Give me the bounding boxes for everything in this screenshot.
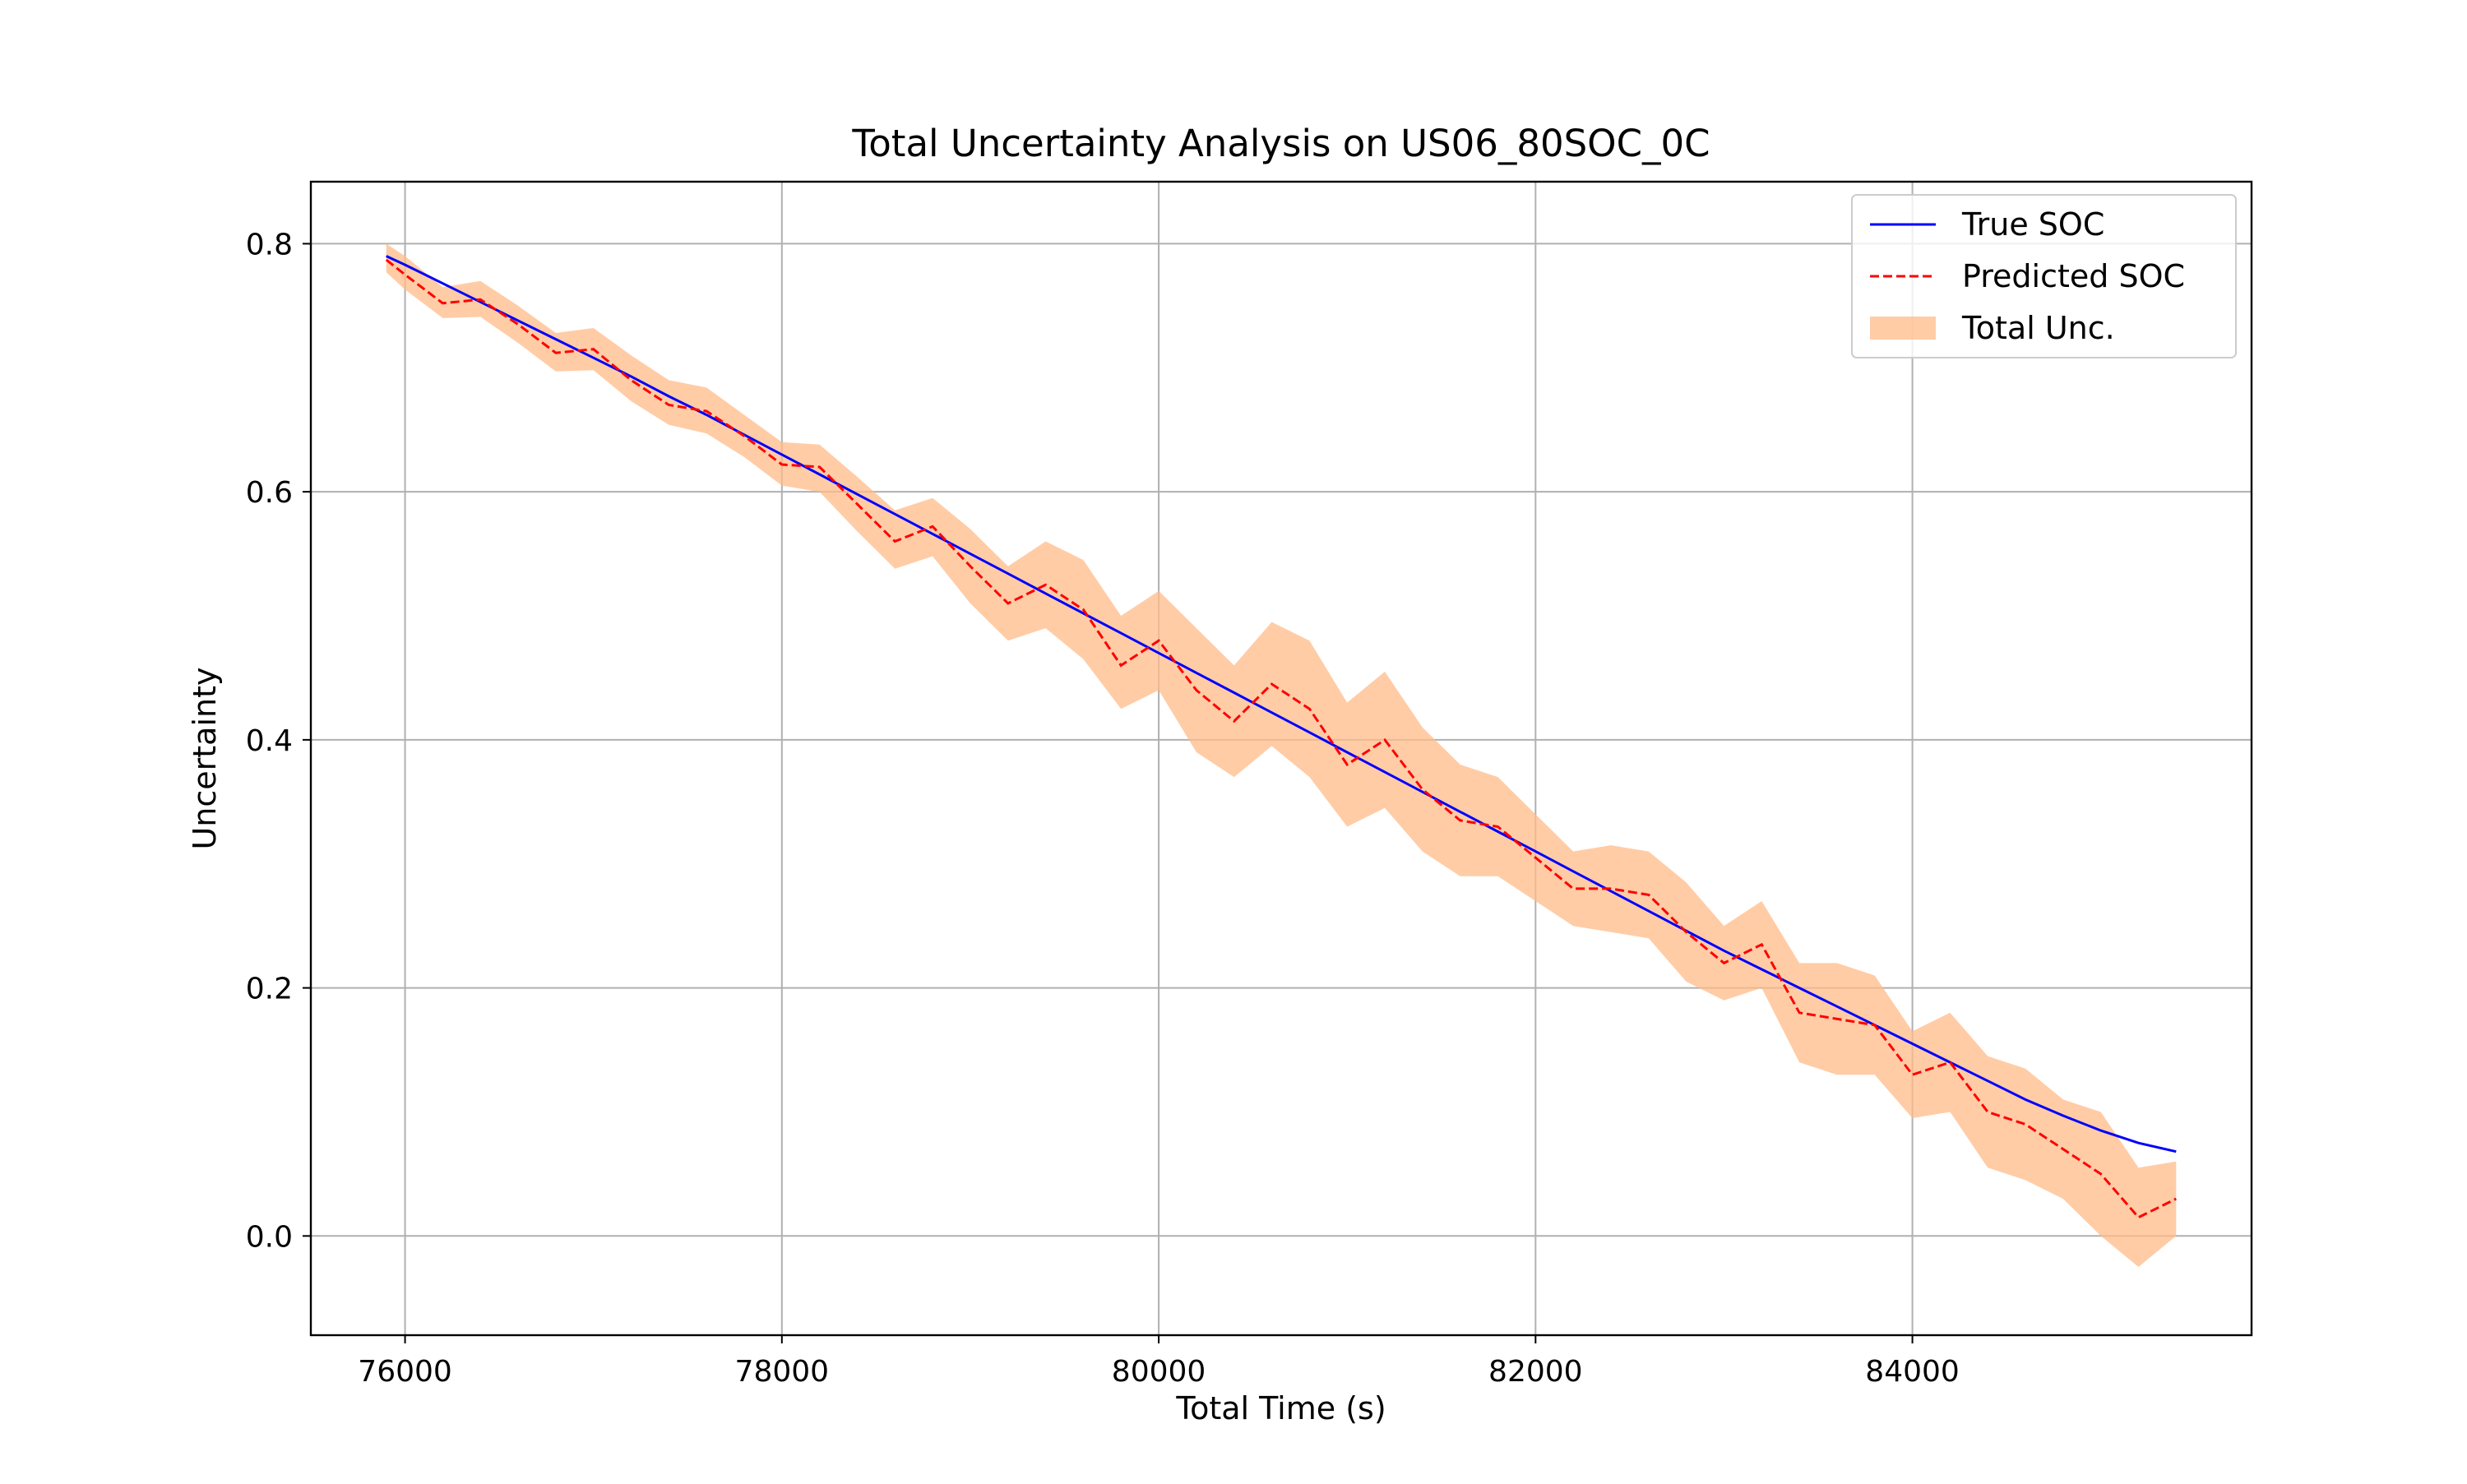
legend: True SOC Predicted SOC Total Unc.	[1851, 194, 2237, 358]
legend-total-unc-swatch	[1870, 317, 1936, 340]
series-line-layer	[385, 255, 2177, 1219]
x-axis-label: Total Time (s)	[1175, 1390, 1386, 1426]
x-tick-label: 84000	[1865, 1355, 1960, 1389]
y-tick-label: 0.6	[246, 476, 293, 510]
legend-true-soc-label: True SOC	[1961, 206, 2104, 243]
legend-predicted-soc-label: Predicted SOC	[1962, 258, 2185, 294]
x-tick-label: 78000	[735, 1355, 830, 1389]
predicted-soc-line	[385, 258, 2177, 1219]
legend-box	[1851, 194, 2237, 358]
chart-title: Total Uncertainty Analysis on US06_80SOC…	[851, 122, 1710, 165]
x-tick-label: 80000	[1112, 1355, 1206, 1389]
plot-frame	[309, 180, 2253, 1337]
y-tick-label: 0.4	[246, 724, 293, 758]
tick-layer: 76000 78000 80000 82000 84000 0.0 0.2 0.4 0.6 0.8	[246, 228, 1960, 1389]
legend-total-unc-label: Total Unc.	[1961, 310, 2115, 346]
x-tick-label: 76000	[358, 1355, 452, 1389]
x-tick-label: 82000	[1488, 1355, 1583, 1389]
y-axis-label: Uncertainty	[187, 667, 223, 849]
y-tick-label: 0.0	[246, 1220, 293, 1254]
uncertainty-band-layer	[386, 243, 2177, 1267]
y-tick-label: 0.2	[246, 973, 293, 1006]
total-unc-band	[386, 243, 2177, 1267]
y-tick-label: 0.8	[246, 228, 293, 261]
